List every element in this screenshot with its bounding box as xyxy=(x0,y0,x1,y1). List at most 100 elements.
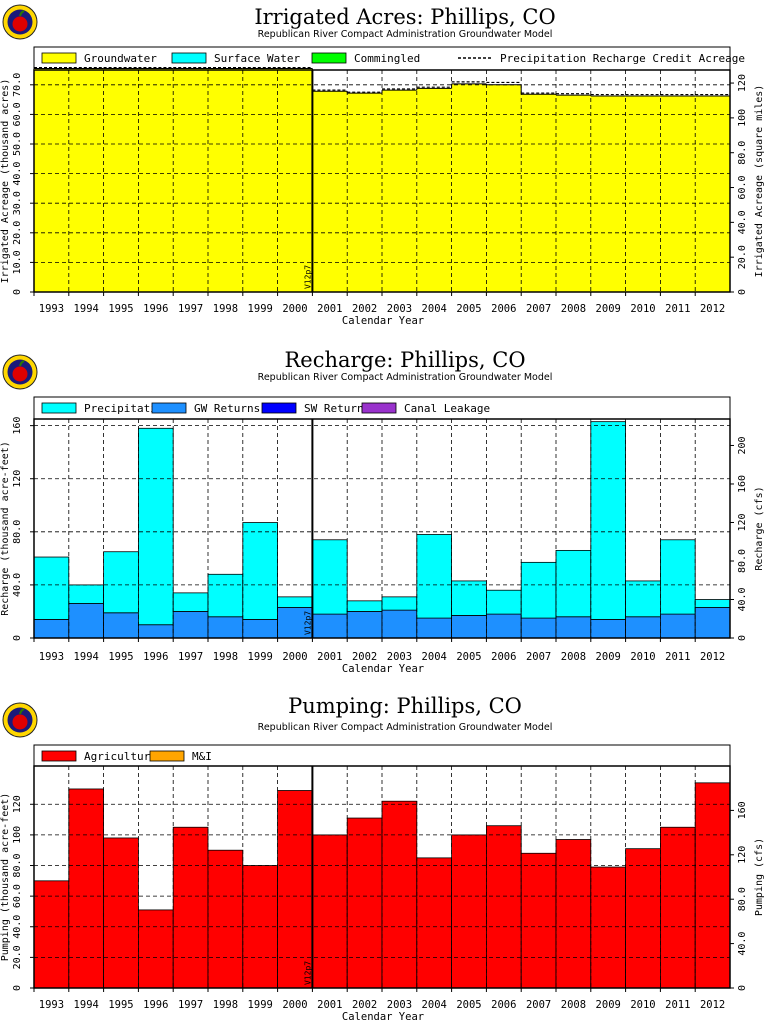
y2-axis-label: Irrigated Acreage (square miles) xyxy=(754,85,765,278)
agricultural-bar xyxy=(520,852,557,989)
precipitation-bar xyxy=(416,534,452,619)
agricultural-bar xyxy=(103,837,139,989)
precipitation-bar xyxy=(590,421,626,620)
gw-returns-bar xyxy=(381,609,418,639)
gw-returns-bar xyxy=(694,607,731,639)
x-tick-label: 1999 xyxy=(248,999,273,1011)
x-tick-label: 2007 xyxy=(526,999,551,1011)
y-tick-label: 0 xyxy=(12,985,23,991)
agricultural-bar xyxy=(346,817,383,989)
agricultural-bar xyxy=(590,866,626,989)
legend-label: Surface Water xyxy=(214,52,300,65)
gw-returns-bar xyxy=(311,613,348,639)
y-tick-label: 80.0 xyxy=(12,520,23,544)
x-tick-label: 1999 xyxy=(248,303,273,315)
x-tick-label: 2010 xyxy=(630,651,655,663)
x-tick-label: 2001 xyxy=(317,999,342,1011)
x-tick-label: 2004 xyxy=(422,303,447,315)
legend-label: M&I xyxy=(192,750,212,763)
model-version-label: V12p7 xyxy=(303,611,312,635)
y2-tick-label: 80.0 xyxy=(737,141,748,165)
legend-label: Precipitation Recharge Credit Acreage xyxy=(500,52,745,65)
x-tick-label: 2001 xyxy=(317,303,342,315)
agricultural-bar xyxy=(381,800,418,989)
agricultural-bar xyxy=(172,826,209,989)
x-tick-label: 1997 xyxy=(178,303,203,315)
legend-label: Precipitation xyxy=(84,402,170,415)
gw-returns-bar xyxy=(660,613,696,639)
y2-tick-label: 0 xyxy=(737,985,748,991)
y2-tick-label: 40.0 xyxy=(737,587,748,611)
agricultural-bar xyxy=(207,849,244,989)
precipitation-bar xyxy=(207,573,244,618)
agricultural-bar xyxy=(555,839,592,989)
gw-returns-bar xyxy=(451,615,487,639)
x-tick-label: 1995 xyxy=(108,303,133,315)
irrigated-acres-chart: Irrigated Acres: Phillips, CORepublican … xyxy=(0,5,765,327)
apple-logo-icon xyxy=(2,354,38,390)
agricultural-bar xyxy=(68,788,105,989)
groundwater-bar xyxy=(208,68,243,293)
x-tick-label: 1994 xyxy=(74,303,99,315)
x-tick-label: 2005 xyxy=(456,303,481,315)
x-tick-label: 1996 xyxy=(143,999,168,1011)
y-tick-label: 120 xyxy=(12,795,23,813)
groundwater-bar xyxy=(34,68,69,293)
agricultural-bar xyxy=(33,880,70,989)
y-tick-label: 0 xyxy=(12,635,23,641)
y-tick-label: 0 xyxy=(12,289,23,295)
legend-swatch xyxy=(41,52,77,64)
groundwater-bar xyxy=(312,91,348,292)
groundwater-bar xyxy=(660,96,696,292)
x-tick-label: 1997 xyxy=(178,999,203,1011)
precipitation-bar xyxy=(485,589,522,615)
model-version-label: V12p7 xyxy=(303,265,312,289)
x-tick-label: 2005 xyxy=(456,651,481,663)
precipitation-bar xyxy=(33,556,70,620)
groundwater-bar xyxy=(103,68,139,293)
x-tick-label: 2004 xyxy=(422,651,447,663)
groundwater-bar xyxy=(416,88,452,293)
groundwater-bar xyxy=(347,93,382,292)
legend-swatch xyxy=(261,402,297,414)
y2-tick-label: 120 xyxy=(737,513,748,531)
x-tick-label: 2003 xyxy=(387,303,412,315)
x-tick-label: 1995 xyxy=(108,651,133,663)
x-tick-label: 1996 xyxy=(143,651,168,663)
groundwater-bar xyxy=(138,68,174,293)
x-tick-label: 2006 xyxy=(491,651,516,663)
precipitation-bar xyxy=(520,561,557,619)
legend-swatch xyxy=(361,402,397,414)
precipitation-bar xyxy=(311,539,348,615)
legend-label: SW Returns xyxy=(304,402,370,415)
x-tick-label: 2012 xyxy=(700,999,725,1011)
x-tick-label: 1993 xyxy=(39,651,64,663)
x-tick-label: 2010 xyxy=(630,999,655,1011)
agricultural-bar xyxy=(311,834,348,989)
legend-swatch xyxy=(41,750,77,762)
precipitation-bar xyxy=(451,580,487,616)
y2-tick-label: 120 xyxy=(737,74,748,92)
legend-swatch xyxy=(41,402,77,414)
agricultural-bar xyxy=(137,909,174,989)
x-tick-label: 2002 xyxy=(352,303,377,315)
groundwater-bar xyxy=(590,96,626,292)
y2-tick-label: 20.0 xyxy=(737,245,748,269)
gw-returns-bar xyxy=(33,619,70,639)
y2-axis-label: Recharge (cfs) xyxy=(754,486,765,570)
gw-returns-bar xyxy=(416,617,452,639)
y-tick-label: 40.0 xyxy=(12,162,23,186)
gw-returns-bar xyxy=(346,611,383,639)
x-tick-label: 2009 xyxy=(596,651,621,663)
y2-tick-label: 40.0 xyxy=(737,932,748,956)
y2-tick-label: 80.0 xyxy=(737,549,748,573)
precipitation-bar xyxy=(555,549,592,618)
chart-subtitle: Republican River Compact Administration … xyxy=(258,722,553,733)
chart-title: Recharge: Phillips, CO xyxy=(284,348,525,372)
gw-returns-bar xyxy=(625,616,661,639)
x-tick-label: 2006 xyxy=(491,999,516,1011)
x-tick-label: 2011 xyxy=(665,999,690,1011)
groundwater-bar xyxy=(521,94,556,292)
